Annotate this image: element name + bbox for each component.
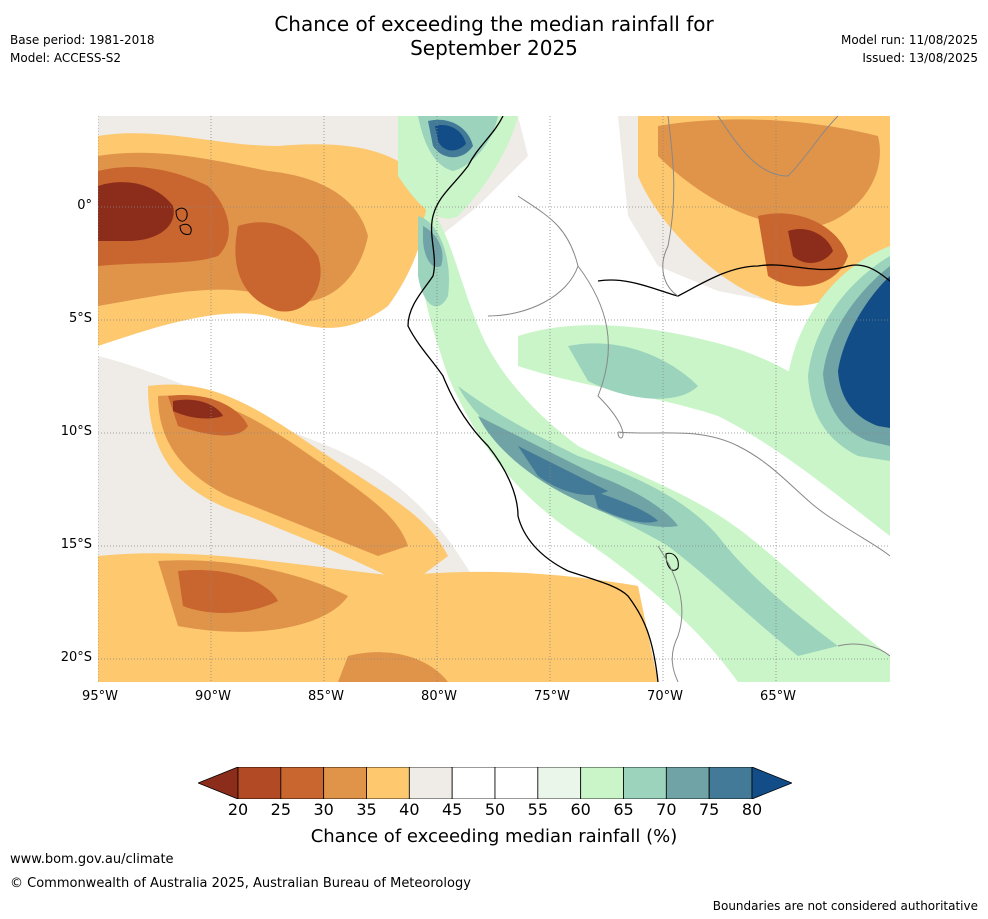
region-60-65 — [419, 206, 890, 682]
colorbar-cell — [665, 767, 710, 799]
page-title: Chance of exceeding the median rainfall … — [0, 12, 988, 60]
colorbar-cell — [280, 767, 325, 799]
model-run-label: Model run: 11/08/2025 — [840, 33, 978, 47]
colorbar-tick-label: 60 — [570, 800, 591, 819]
colorbar-tick-label: 75 — [698, 800, 720, 819]
region-20-25 — [173, 399, 223, 419]
colorbar-tick-label: 35 — [356, 800, 377, 819]
region-75-80 — [593, 491, 658, 523]
colorbar-tick-label: 20 — [227, 800, 249, 819]
colorbar — [198, 767, 792, 799]
region-20-25 — [98, 182, 174, 241]
lon-label: 75°W — [534, 689, 570, 704]
region-70-75 — [478, 416, 678, 527]
lon-label: 80°W — [421, 689, 457, 704]
colorbar-cell — [451, 767, 496, 799]
region-over-80 — [838, 276, 890, 428]
colorbar-tick-label: 25 — [270, 800, 291, 819]
copyright: © Commonwealth of Australia 2025, Austra… — [10, 876, 471, 891]
region-over-80 — [435, 125, 466, 151]
colorbar-cell — [408, 767, 453, 799]
galapagos-islands — [175, 207, 192, 235]
lon-label: 70°W — [647, 689, 683, 704]
lon-label: 65°W — [760, 689, 796, 704]
colorbar-cell — [366, 767, 410, 799]
lat-label: 20°S — [60, 650, 92, 665]
colorbar-tick-label: 65 — [613, 800, 634, 819]
colorbar-tick-label: 55 — [527, 800, 548, 819]
region-25-30 — [178, 570, 278, 613]
lon-label: 95°W — [82, 689, 118, 704]
lat-label: 5°S — [68, 311, 92, 326]
region-75-80 — [518, 446, 608, 496]
colorbar-cell — [580, 767, 624, 799]
colorbar-cell — [237, 767, 282, 799]
region-30-35 — [158, 395, 408, 556]
colorbar-cell — [494, 767, 539, 799]
region-65-70 — [568, 343, 698, 399]
lake-titicaca — [665, 552, 679, 571]
lat-label: 10°S — [60, 424, 92, 439]
region-20-25 — [788, 228, 833, 263]
disclaimer: Boundaries are not considered authoritat… — [712, 899, 978, 913]
lat-label: 0° — [77, 198, 92, 213]
region-25-30 — [235, 222, 321, 312]
colorbar-title: Chance of exceeding median rainfall (%) — [310, 826, 678, 847]
lat-label: 15°S — [60, 537, 92, 552]
rainfall-map — [98, 116, 890, 682]
base-period-label: Base period: 1981-2018 — [10, 33, 155, 47]
colorbar-tick-label: 70 — [656, 800, 677, 819]
amazon-coastline — [597, 264, 890, 297]
model-label: Model: ACCESS-S2 — [10, 51, 122, 65]
lon-label: 85°W — [308, 689, 344, 704]
title-line-1: Chance of exceeding the median rainfall … — [274, 12, 714, 36]
issued-label: Issued: 13/08/2025 — [862, 51, 978, 65]
colorbar-tick-label: 30 — [313, 800, 334, 819]
region-30-35 — [338, 652, 448, 682]
colorbar-cell — [623, 767, 667, 799]
colorbar-tick-label: 45 — [441, 800, 463, 819]
region-30-35 — [658, 119, 880, 227]
colorbar-tick-label: 40 — [399, 800, 420, 819]
south-america-coastline — [407, 116, 659, 682]
colorbar-tick-label: 50 — [484, 800, 506, 819]
colorbar-cell — [323, 767, 367, 799]
country-borders — [487, 116, 890, 682]
lon-label: 90°W — [195, 689, 231, 704]
colorbar-cell — [537, 767, 582, 799]
colorbar-tick-label: 80 — [741, 800, 763, 819]
colorbar-cell-below-20 — [198, 767, 239, 799]
bom-url[interactable]: www.bom.gov.au/climate — [10, 852, 174, 867]
colorbar-cell — [708, 767, 753, 799]
colorbar-cell-above-80 — [751, 767, 792, 799]
grid-lines — [98, 116, 890, 682]
title-line-2: September 2025 — [410, 36, 578, 60]
